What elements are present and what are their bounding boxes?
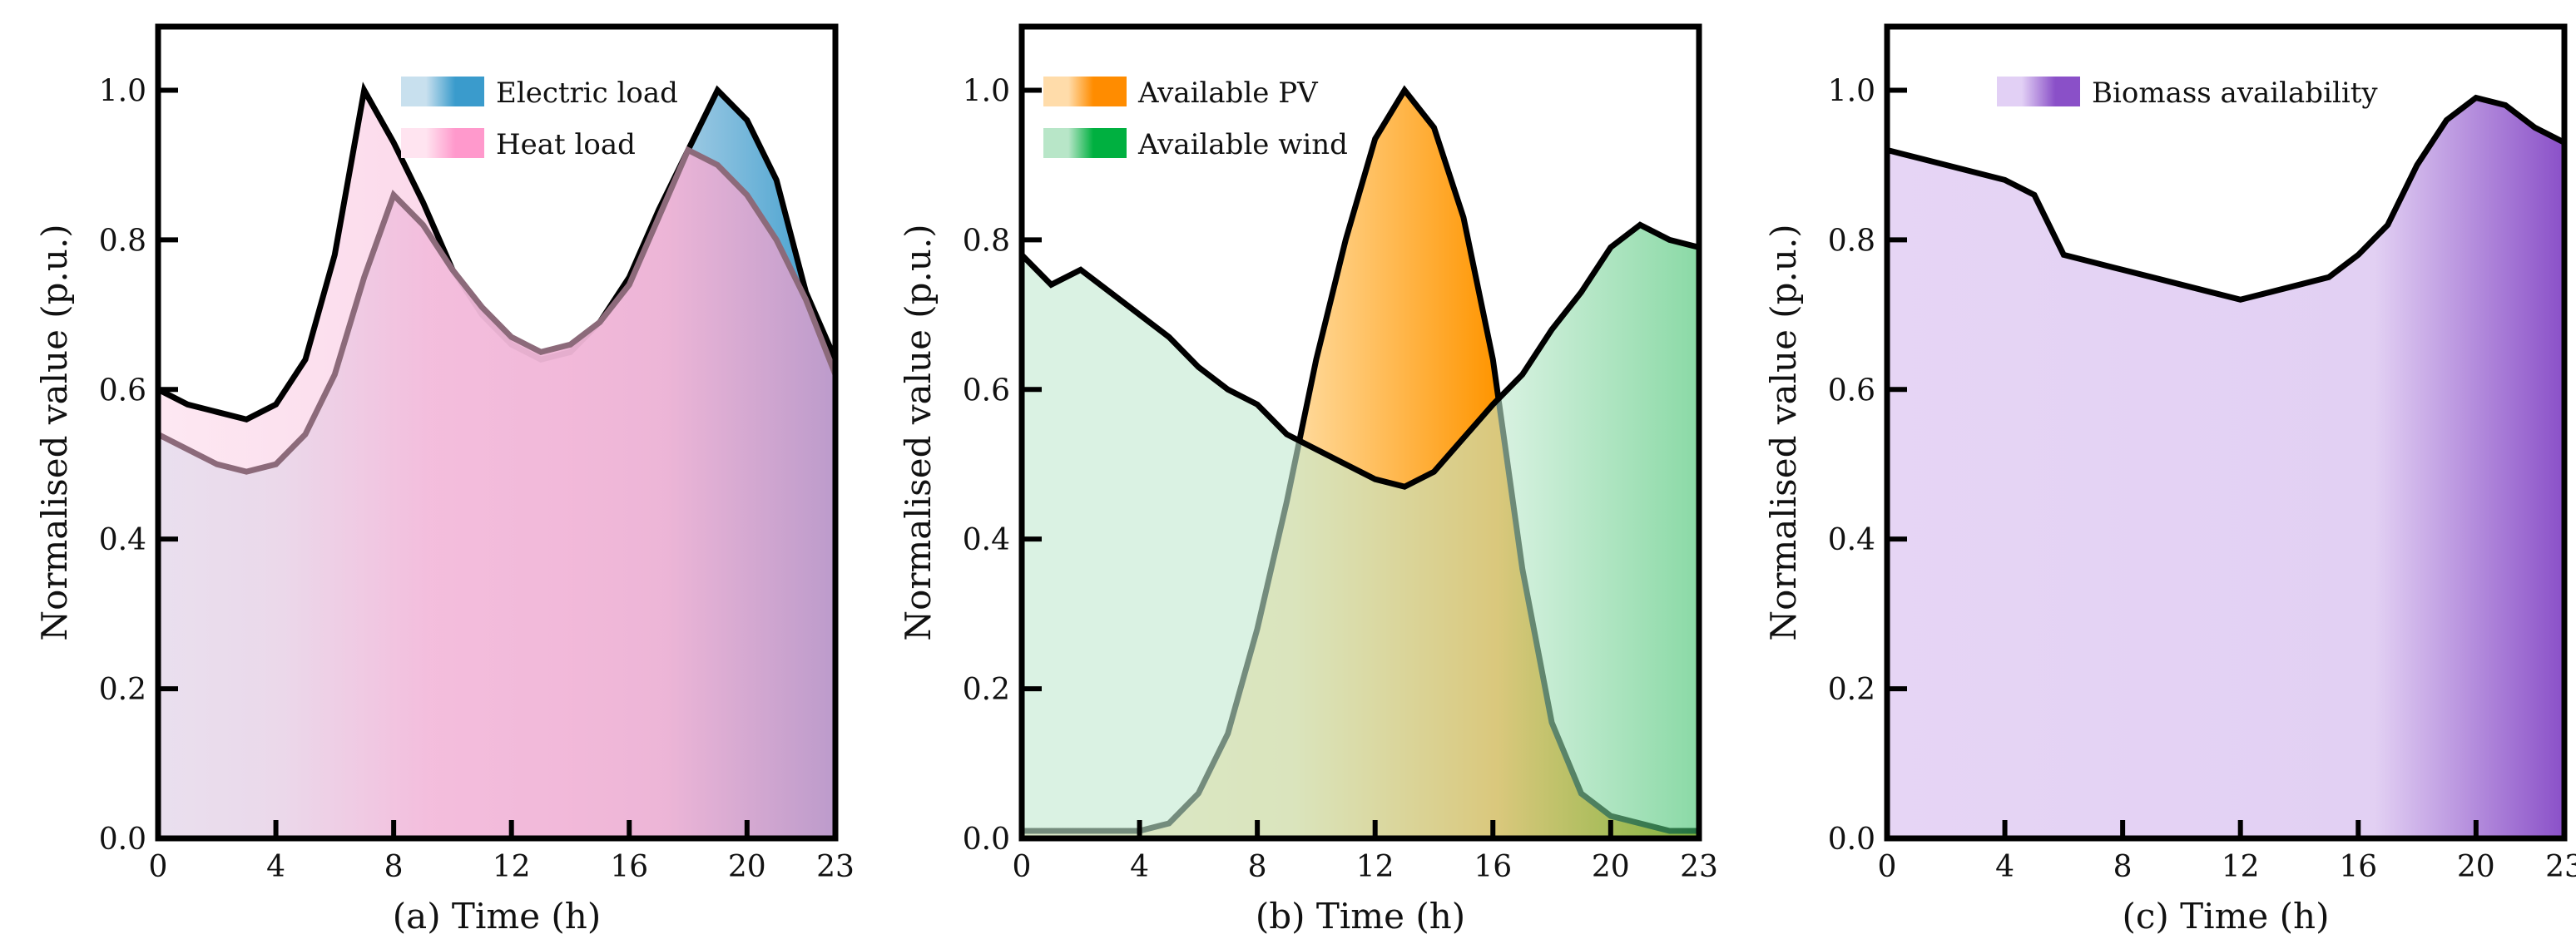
x-tick-label: 0 <box>1013 850 1032 884</box>
y-tick-label: 1.0 <box>1828 74 1875 108</box>
y-tick-label: 0.4 <box>99 523 146 557</box>
biomass-availability-legend-swatch <box>1997 77 2080 106</box>
available-wind-line <box>1019 221 1700 490</box>
x-axis-label: (a) Time (h) <box>393 896 601 937</box>
y-tick-label: 0.0 <box>963 823 1010 857</box>
x-tick-label: 12 <box>1356 850 1395 884</box>
y-tick-label: 1.0 <box>963 74 1010 108</box>
y-tick-label: 0.8 <box>1828 224 1875 258</box>
x-tick-label: 20 <box>2457 850 2495 884</box>
y-tick-label: 0.0 <box>1828 823 1875 857</box>
x-axis-label: (b) Time (h) <box>1256 896 1465 937</box>
heat-load-legend-label: Heat load <box>496 128 636 161</box>
x-tick-label: 12 <box>493 850 531 884</box>
y-axis-label: Normalised value (p.u.) <box>34 224 75 640</box>
heat-load-legend-swatch <box>401 128 484 158</box>
available-wind-legend-label: Available wind <box>1137 128 1348 161</box>
x-tick-label: 23 <box>816 850 855 884</box>
x-tick-label: 23 <box>2545 850 2576 884</box>
panel-b: 0.0 0.2 0.4 0.6 0.8 1.0 0 4 8 12 16 20 23 (b) Time (h… <box>898 23 1718 937</box>
x-axis-label: (c) Time (h) <box>2123 896 2330 937</box>
panel-c: 0.0 0.2 0.4 0.6 0.8 1.0 0 4 8 12 16 20 23 (c) Time (h… <box>1763 23 2576 937</box>
y-tick-label: 0.4 <box>1828 523 1875 557</box>
x-tick-label: 20 <box>1592 850 1630 884</box>
y-tick-label: 0.6 <box>963 373 1010 408</box>
available-pv-legend-swatch <box>1043 77 1127 106</box>
y-tick-label: 0.0 <box>99 823 146 857</box>
y-tick-label: 1.0 <box>99 74 146 108</box>
heat-load-line <box>156 146 839 475</box>
legend: Available PV Available wind <box>1043 77 1348 161</box>
x-tick-label: 16 <box>1474 850 1512 884</box>
axes-frame <box>1884 23 2568 842</box>
biomass-availability-legend-label: Biomass availability <box>2092 77 2378 110</box>
y-tick-label: 0.6 <box>99 373 146 408</box>
x-tick-label: 12 <box>2222 850 2260 884</box>
biomass-availability-line <box>1886 94 2566 303</box>
axes-frame <box>155 23 839 842</box>
legend: Electric load Heat load <box>401 77 678 161</box>
heat-load-area <box>158 150 835 838</box>
x-tick-label: 23 <box>1680 850 1718 884</box>
y-tick-label: 0.2 <box>963 673 1010 707</box>
y-axis-label: Normalised value (p.u.) <box>898 224 939 640</box>
panel-a: 0.0 0.2 0.4 0.6 0.8 1.0 0 4 8 12 16 20 23 (a) Time (h… <box>34 23 855 937</box>
y-tick-label: 0.6 <box>1828 373 1875 408</box>
y-tick-label: 0.8 <box>963 224 1010 258</box>
legend: Biomass availability <box>1997 77 2378 110</box>
y-tick-label: 0.8 <box>99 224 146 258</box>
x-tick-label: 16 <box>610 850 648 884</box>
x-tick-label: 8 <box>2113 850 2133 884</box>
y-tick-label: 0.2 <box>99 673 146 707</box>
x-tick-label: 20 <box>728 850 766 884</box>
x-tick-label: 4 <box>266 850 285 884</box>
y-axis-label: Normalised value (p.u.) <box>1763 224 1804 640</box>
electric-load-legend-label: Electric load <box>496 77 678 110</box>
x-tick-label: 8 <box>384 850 404 884</box>
x-tick-label: 4 <box>1130 850 1149 884</box>
y-tick-label: 0.2 <box>1828 673 1875 707</box>
available-wind-area <box>1022 225 1699 838</box>
biomass-availability-area <box>1887 97 2564 838</box>
axes-frame <box>1018 23 1702 842</box>
available-wind-legend-swatch <box>1043 128 1127 158</box>
x-tick-label: 16 <box>2339 850 2377 884</box>
x-tick-label: 0 <box>1878 850 1897 884</box>
available-pv-legend-label: Available PV <box>1137 77 1319 110</box>
electric-load-legend-swatch <box>401 77 484 106</box>
x-tick-label: 0 <box>149 850 168 884</box>
y-tick-label: 0.4 <box>963 523 1010 557</box>
x-tick-label: 4 <box>1995 850 2014 884</box>
x-tick-label: 8 <box>1248 850 1267 884</box>
